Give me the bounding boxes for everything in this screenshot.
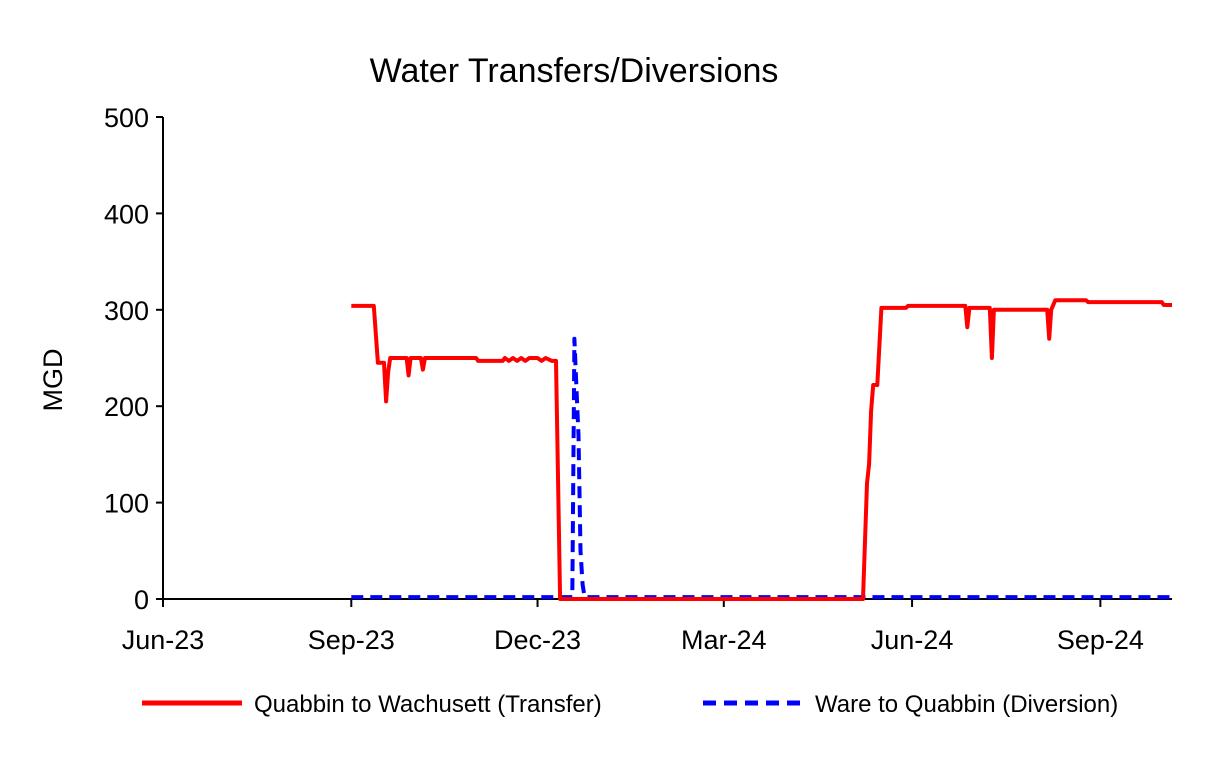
- x-tick-label: Sep-24: [1057, 625, 1144, 655]
- y-tick-label: 400: [104, 199, 149, 229]
- legend-label-diversion: Ware to Quabbin (Diversion): [815, 691, 1118, 718]
- diversion-series-line: [351, 336, 1172, 600]
- y-tick-label: 200: [104, 392, 149, 422]
- chart-title: Water Transfers/Diversions: [370, 52, 779, 90]
- legend-label-transfer: Quabbin to Wachusett (Transfer): [254, 691, 602, 718]
- y-tick-label: 100: [104, 489, 149, 519]
- x-tick-label: Dec-23: [494, 625, 581, 655]
- series-group: [351, 298, 1172, 601]
- y-ticks: 0 100 200 300 400 500: [104, 103, 163, 615]
- x-tick-label: Mar-24: [681, 625, 767, 655]
- transfer-series-line: [351, 298, 1172, 601]
- x-tick-label: Sep-23: [308, 625, 395, 655]
- y-tick-label: 300: [104, 296, 149, 326]
- x-ticks: Jun-23 Sep-23 Dec-23 Mar-24 Jun-24 Sep-24: [122, 599, 1144, 655]
- x-tick-label: Jun-24: [871, 625, 954, 655]
- legend: Quabbin to Wachusett (Transfer) Ware to Q…: [142, 691, 1118, 718]
- x-tick-label: Jun-23: [122, 625, 205, 655]
- y-tick-label: 0: [134, 585, 149, 615]
- y-tick-label: 500: [104, 103, 149, 133]
- y-axis-label: MGD: [38, 349, 68, 412]
